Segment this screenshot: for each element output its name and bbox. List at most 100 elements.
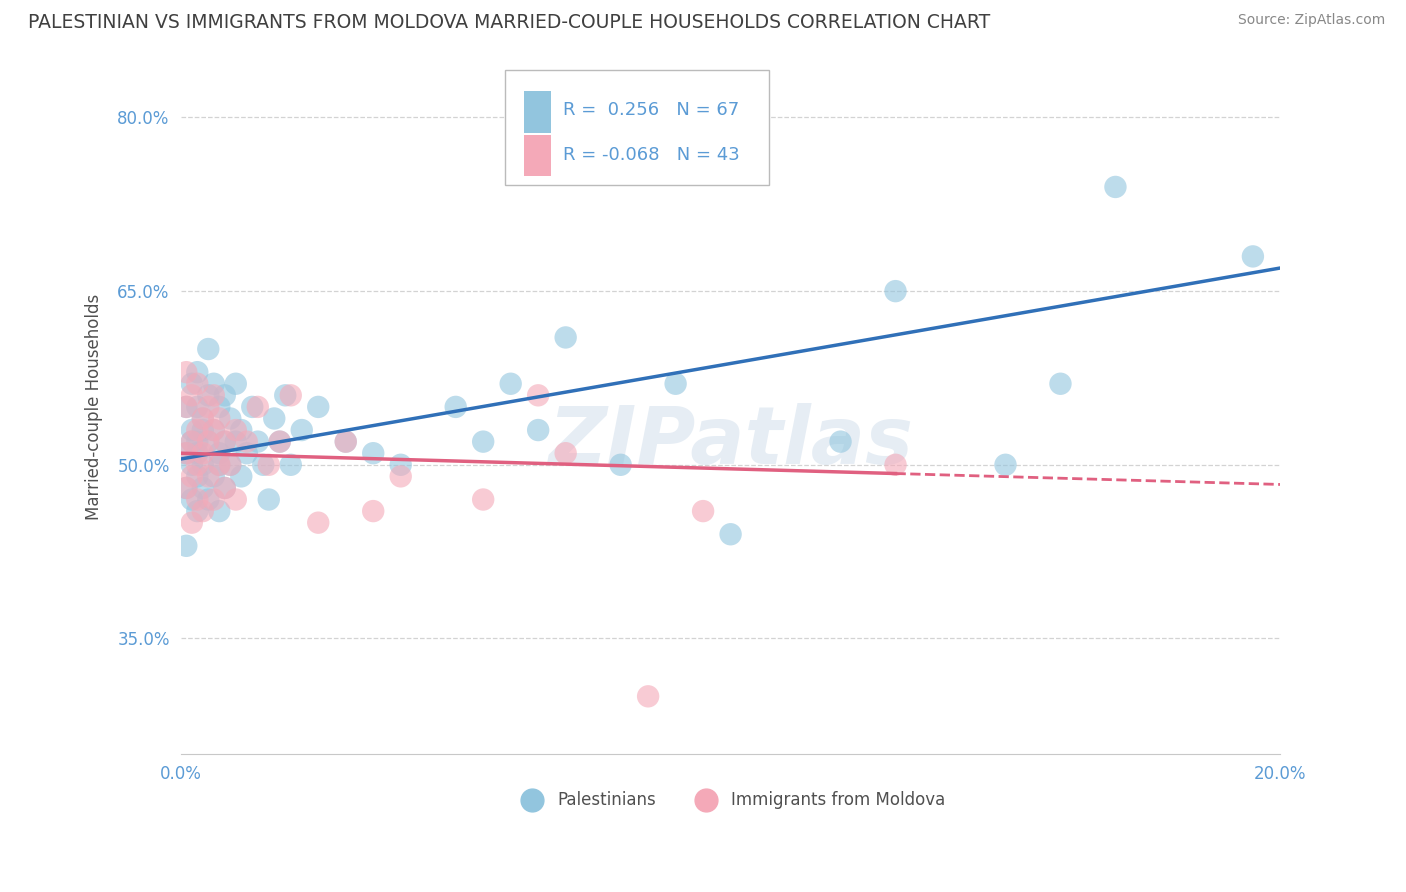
Point — [186, 446, 208, 460]
Point — [186, 504, 208, 518]
Point — [176, 400, 198, 414]
Point — [180, 423, 202, 437]
Point — [830, 434, 852, 449]
Point — [1049, 376, 1071, 391]
Point — [269, 434, 291, 449]
Point — [191, 481, 214, 495]
Y-axis label: Married-couple Households: Married-couple Households — [86, 293, 103, 520]
Point — [361, 446, 384, 460]
Text: R =  0.256   N = 67: R = 0.256 N = 67 — [564, 101, 740, 119]
Point — [180, 434, 202, 449]
Point — [225, 492, 247, 507]
Point — [186, 365, 208, 379]
Point — [246, 400, 269, 414]
Bar — [524, 91, 551, 133]
Point — [208, 458, 231, 472]
Point — [176, 539, 198, 553]
Point — [219, 458, 242, 472]
Point — [280, 388, 302, 402]
Point — [191, 411, 214, 425]
Point — [884, 284, 907, 298]
Point — [291, 423, 314, 437]
Point — [389, 469, 412, 483]
Point — [202, 423, 225, 437]
Point — [527, 388, 550, 402]
Point — [1241, 249, 1264, 263]
Point — [186, 492, 208, 507]
Point — [269, 434, 291, 449]
Point — [176, 365, 198, 379]
Point — [202, 388, 225, 402]
Point — [186, 376, 208, 391]
Point — [214, 388, 236, 402]
Point — [176, 481, 198, 495]
Text: Source: ZipAtlas.com: Source: ZipAtlas.com — [1237, 13, 1385, 28]
Point — [208, 446, 231, 460]
Point — [202, 376, 225, 391]
Point — [225, 434, 247, 449]
Point — [307, 400, 329, 414]
Point — [231, 423, 253, 437]
Point — [884, 458, 907, 472]
Point — [609, 458, 631, 472]
Point — [257, 458, 280, 472]
Point — [176, 446, 198, 460]
FancyBboxPatch shape — [505, 70, 769, 185]
Point — [214, 481, 236, 495]
Point — [180, 458, 202, 472]
Point — [186, 458, 208, 472]
Point — [186, 423, 208, 437]
Point — [186, 400, 208, 414]
Point — [389, 458, 412, 472]
Point — [219, 411, 242, 425]
Point — [186, 434, 208, 449]
Point — [554, 330, 576, 344]
Point — [197, 469, 219, 483]
Point — [231, 469, 253, 483]
Point — [197, 400, 219, 414]
Point — [236, 446, 259, 460]
Legend: Palestinians, Immigrants from Moldova: Palestinians, Immigrants from Moldova — [509, 784, 952, 815]
Text: PALESTINIAN VS IMMIGRANTS FROM MOLDOVA MARRIED-COUPLE HOUSEHOLDS CORRELATION CHA: PALESTINIAN VS IMMIGRANTS FROM MOLDOVA M… — [28, 13, 990, 32]
Point — [527, 423, 550, 437]
Point — [197, 434, 219, 449]
Point — [225, 376, 247, 391]
Point — [197, 492, 219, 507]
Point — [225, 423, 247, 437]
Point — [197, 388, 219, 402]
Point — [307, 516, 329, 530]
Point — [472, 492, 495, 507]
Point — [246, 434, 269, 449]
Point — [274, 388, 297, 402]
Point — [720, 527, 742, 541]
Point — [236, 434, 259, 449]
Point — [191, 423, 214, 437]
Text: ZIPatlas: ZIPatlas — [548, 402, 912, 481]
Point — [202, 423, 225, 437]
Point — [472, 434, 495, 449]
Point — [180, 376, 202, 391]
Point — [186, 469, 208, 483]
Point — [1104, 180, 1126, 194]
Point — [252, 458, 274, 472]
Point — [499, 376, 522, 391]
Point — [637, 690, 659, 704]
Point — [444, 400, 467, 414]
Point — [191, 458, 214, 472]
Point — [180, 434, 202, 449]
Point — [208, 400, 231, 414]
Point — [197, 434, 219, 449]
Point — [554, 446, 576, 460]
Point — [176, 481, 198, 495]
Point — [180, 492, 202, 507]
Text: R = -0.068   N = 43: R = -0.068 N = 43 — [564, 146, 740, 164]
Point — [335, 434, 357, 449]
Point — [361, 504, 384, 518]
Point — [176, 446, 198, 460]
Point — [208, 504, 231, 518]
Point — [191, 411, 214, 425]
Point — [214, 481, 236, 495]
Point — [665, 376, 688, 391]
Point — [208, 458, 231, 472]
Point — [197, 342, 219, 356]
